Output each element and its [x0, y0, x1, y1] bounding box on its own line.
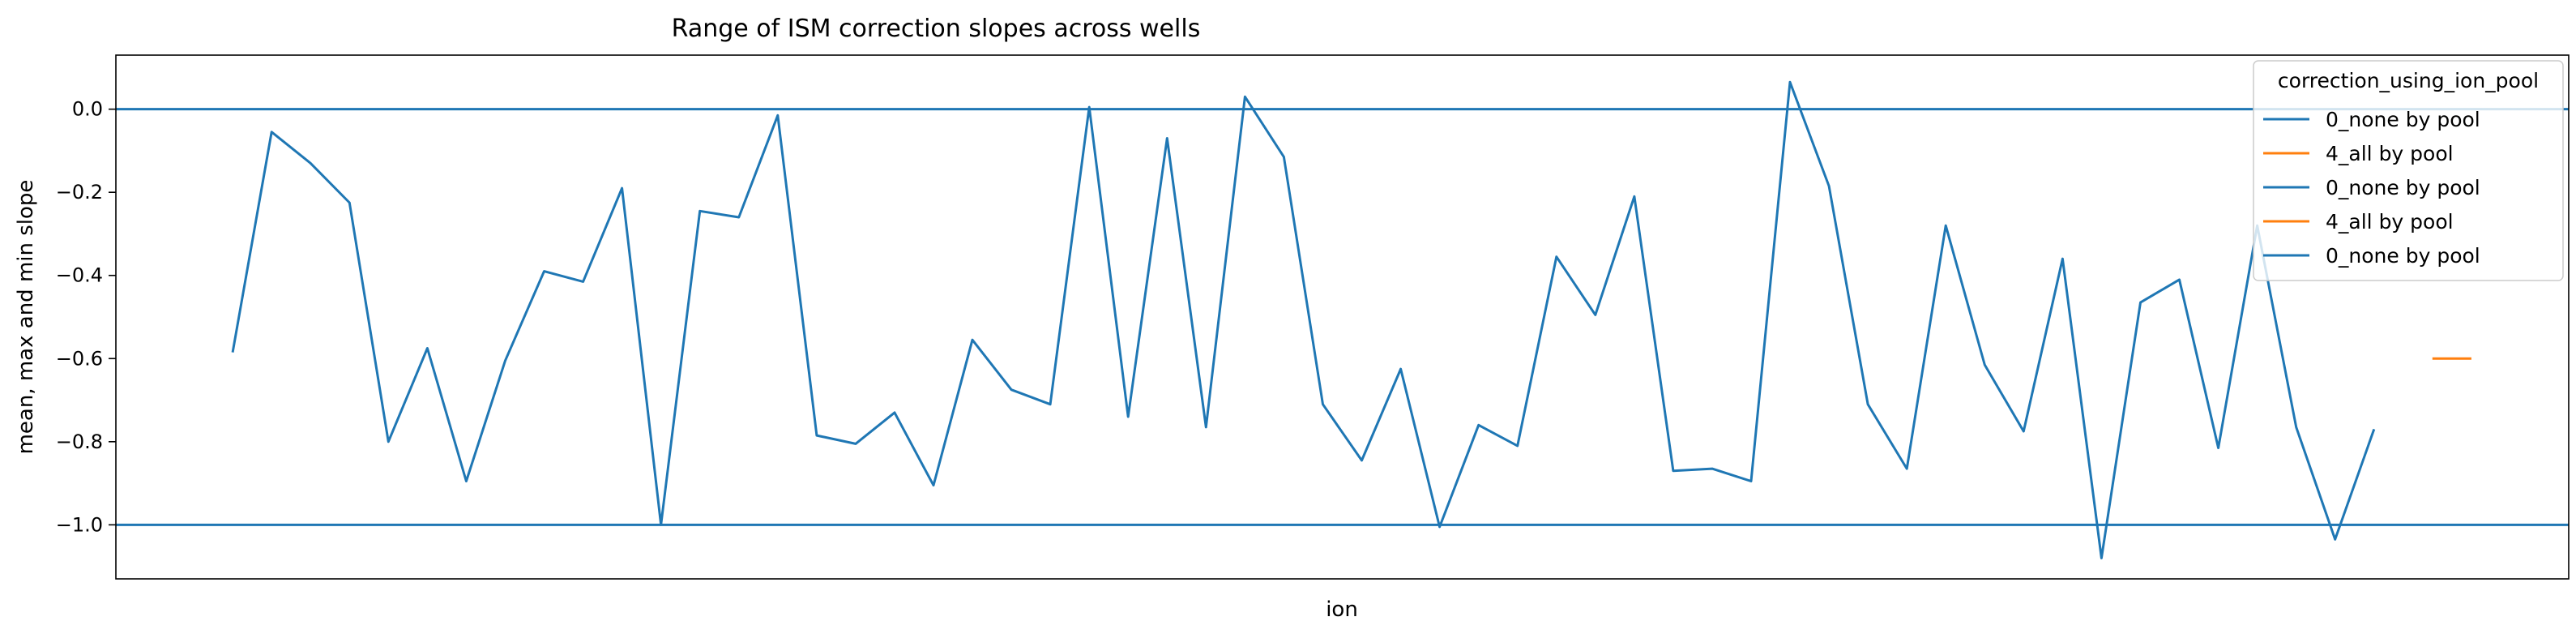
data-point-0-none-by-pool — [503, 358, 508, 363]
data-point-0-none-by-pool — [814, 433, 819, 438]
data-point-0-none-by-pool — [931, 483, 936, 488]
data-point-0-none-by-pool — [1943, 223, 1948, 228]
legend-label: 0_none by pool — [2326, 108, 2480, 131]
data-point-0-none-by-pool — [853, 441, 858, 446]
data-point-0-none-by-pool — [1399, 366, 1403, 371]
data-point-0-none-by-pool — [1826, 184, 1831, 189]
data-point-0-none-by-pool — [1982, 362, 1987, 367]
data-point-0-none-by-pool — [230, 350, 235, 355]
data-point-0-none-by-pool — [737, 215, 741, 220]
y-axis-label: mean, max and min slope — [14, 180, 38, 455]
data-point-0-none-by-pool — [1515, 443, 1520, 448]
data-point-0-none-by-pool — [1554, 255, 1559, 259]
y-axis: 0.0 −0.2 −0.4 −0.6 −0.8 −1.0 — [56, 98, 116, 537]
legend-title: correction_using_ion_pool — [2278, 69, 2539, 92]
data-point-0-none-by-pool — [1710, 466, 1715, 471]
data-point-0-none-by-pool — [1164, 136, 1169, 141]
data-point-0-none-by-pool — [1126, 414, 1130, 419]
data-point-0-none-by-pool — [970, 337, 975, 342]
data-point-4-all-by-pool — [2430, 356, 2435, 361]
data-point-0-none-by-pool — [2021, 429, 2026, 434]
data-point-0-none-by-pool — [775, 113, 780, 118]
data-point-4-all-by-pool — [2469, 356, 2474, 361]
data-point-0-none-by-pool — [1593, 312, 1598, 317]
data-point-0-none-by-pool — [1203, 425, 1208, 430]
data-point-0-none-by-pool — [347, 200, 352, 205]
data-point-0-none-by-pool — [386, 439, 391, 444]
y-tick-label: −0.2 — [56, 181, 103, 203]
data-point-0-none-by-pool — [1865, 402, 1870, 407]
y-tick-label: −1.0 — [56, 513, 103, 536]
data-point-0-none-by-pool — [1242, 94, 1247, 99]
data-point-0-none-by-pool — [2138, 300, 2143, 305]
data-point-0-none-by-pool — [1321, 402, 1326, 407]
plot-background — [116, 55, 2569, 579]
plot-area — [116, 55, 2569, 579]
data-point-0-none-by-pool — [2333, 537, 2338, 542]
data-point-0-none-by-pool — [1087, 105, 1091, 109]
data-point-0-none-by-pool — [1632, 194, 1637, 199]
data-point-0-none-by-pool — [2372, 426, 2377, 431]
data-point-0-none-by-pool — [2177, 277, 2182, 282]
data-point-0-none-by-pool — [1788, 79, 1792, 84]
legend-label: 0_none by pool — [2326, 244, 2480, 268]
y-tick-label: −0.8 — [56, 431, 103, 453]
data-point-0-none-by-pool — [2099, 555, 2104, 560]
data-point-0-none-by-pool — [542, 269, 547, 274]
data-point-0-none-by-pool — [1360, 458, 1365, 463]
data-point-0-none-by-pool — [1671, 469, 1676, 473]
data-point-0-none-by-pool — [1438, 525, 1442, 529]
data-point-0-none-by-pool — [2060, 256, 2065, 261]
legend-label: 4_all by pool — [2326, 142, 2454, 165]
data-point-0-none-by-pool — [2294, 425, 2299, 430]
data-point-0-none-by-pool — [308, 161, 313, 165]
y-tick-label: 0.0 — [72, 98, 103, 121]
data-point-0-none-by-pool — [1749, 479, 1754, 484]
data-point-0-none-by-pool — [1476, 422, 1481, 427]
y-tick-label: −0.6 — [56, 347, 103, 370]
data-point-0-none-by-pool — [620, 186, 625, 191]
y-tick-label: −0.4 — [56, 264, 103, 287]
data-point-0-none-by-pool — [581, 279, 586, 284]
data-point-0-none-by-pool — [1009, 388, 1014, 392]
data-point-0-none-by-pool — [1281, 155, 1286, 160]
legend-label: 0_none by pool — [2326, 176, 2480, 199]
data-point-0-none-by-pool — [892, 410, 897, 415]
data-point-0-none-by-pool — [464, 479, 468, 484]
legend: correction_using_ion_pool 0_none by pool… — [2253, 61, 2563, 281]
data-point-0-none-by-pool — [269, 130, 274, 135]
data-point-0-none-by-pool — [659, 522, 664, 527]
data-point-0-none-by-pool — [1904, 466, 1909, 471]
data-point-0-none-by-pool — [2216, 446, 2221, 451]
chart-title: Range of ISM correction slopes across we… — [672, 15, 1201, 43]
data-point-0-none-by-pool — [1048, 402, 1053, 407]
data-point-0-none-by-pool — [698, 208, 703, 213]
data-point-0-none-by-pool — [425, 346, 429, 351]
legend-label: 4_all by pool — [2326, 210, 2454, 233]
x-axis-label: ion — [1326, 598, 1358, 622]
